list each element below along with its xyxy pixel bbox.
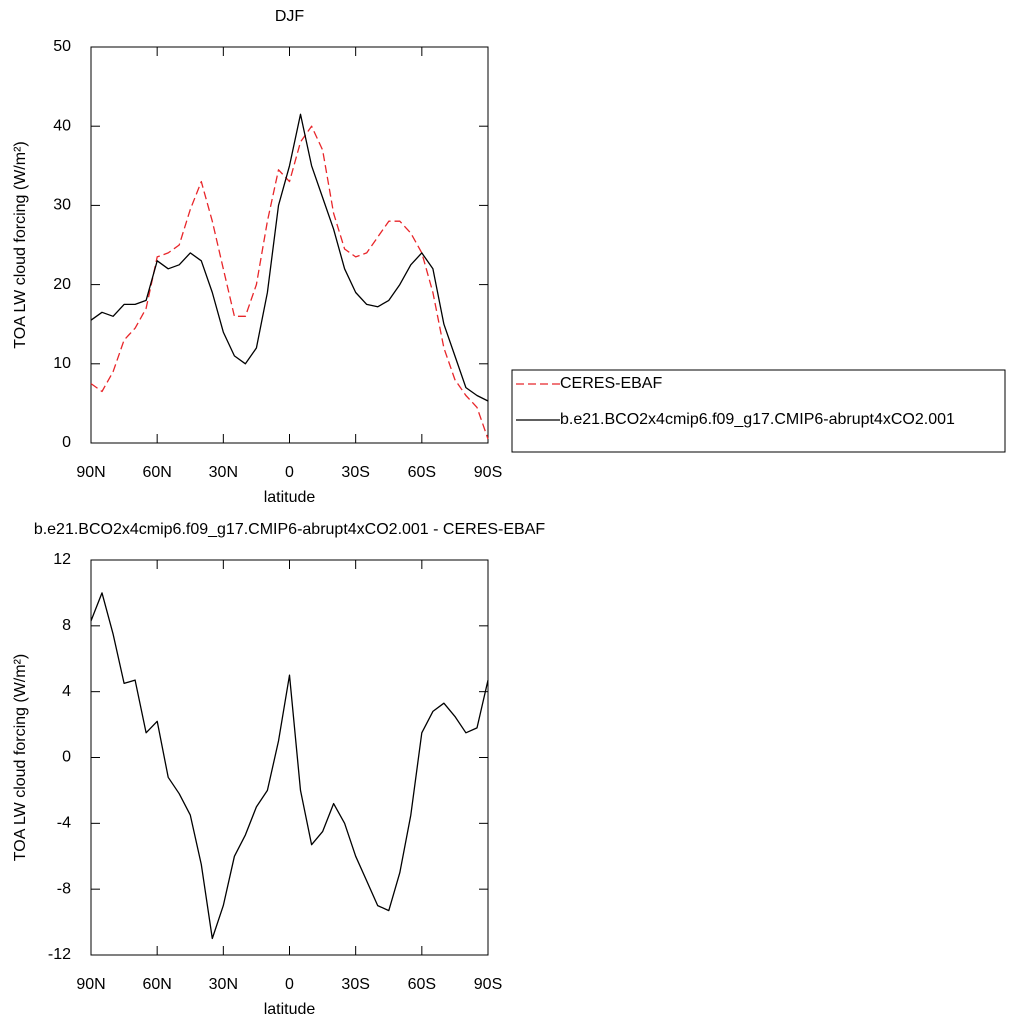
y-tick-label: 40 (53, 117, 71, 134)
legend-box (511, 369, 1006, 453)
y-tick-label: -4 (57, 815, 71, 832)
x-tick-label: 60S (408, 976, 436, 993)
y-tick-label: 20 (53, 276, 71, 293)
chart-title: DJF (275, 8, 305, 25)
data-line (90, 125, 489, 440)
y-tick-label: 8 (62, 617, 71, 634)
x-axis-label: latitude (264, 1001, 316, 1018)
y-tick-label: 30 (53, 197, 71, 214)
x-axis-label: latitude (264, 489, 316, 506)
x-tick-label: 30N (209, 464, 238, 481)
x-tick-label: 60S (408, 464, 436, 481)
y-axis-label: TOA LW cloud forcing (W/m²) (12, 654, 29, 861)
y-tick-label: 0 (62, 434, 71, 451)
chart-title: b.e21.BCO2x4cmip6.f09_g17.CMIP6-abrupt4x… (34, 521, 546, 538)
x-tick-label: 0 (285, 464, 294, 481)
plot-frame (90, 46, 489, 444)
data-line (90, 592, 489, 940)
legend-label: b.e21.BCO2x4cmip6.f09_g17.CMIP6-abrupt4x… (560, 411, 955, 428)
y-tick-label: 12 (53, 551, 71, 568)
y-tick-label: 4 (62, 683, 71, 700)
x-tick-label: 60N (142, 464, 171, 481)
y-tick-label: 0 (62, 749, 71, 766)
y-tick-label: 50 (53, 38, 71, 55)
x-tick-label: 30S (341, 976, 369, 993)
data-line (90, 113, 489, 402)
plot-frame (90, 559, 489, 956)
x-tick-label: 90S (474, 976, 502, 993)
x-tick-label: 90S (474, 464, 502, 481)
y-tick-label: -8 (57, 880, 71, 897)
y-tick-label: 10 (53, 355, 71, 372)
x-tick-label: 0 (285, 976, 294, 993)
legend-label: CERES-EBAF (560, 375, 662, 392)
x-tick-label: 30S (341, 464, 369, 481)
y-tick-label: -12 (48, 946, 71, 963)
x-tick-label: 90N (76, 464, 105, 481)
x-tick-label: 30N (209, 976, 238, 993)
x-tick-label: 60N (142, 976, 171, 993)
x-tick-label: 90N (76, 976, 105, 993)
y-axis-label: TOA LW cloud forcing (W/m²) (12, 141, 29, 348)
